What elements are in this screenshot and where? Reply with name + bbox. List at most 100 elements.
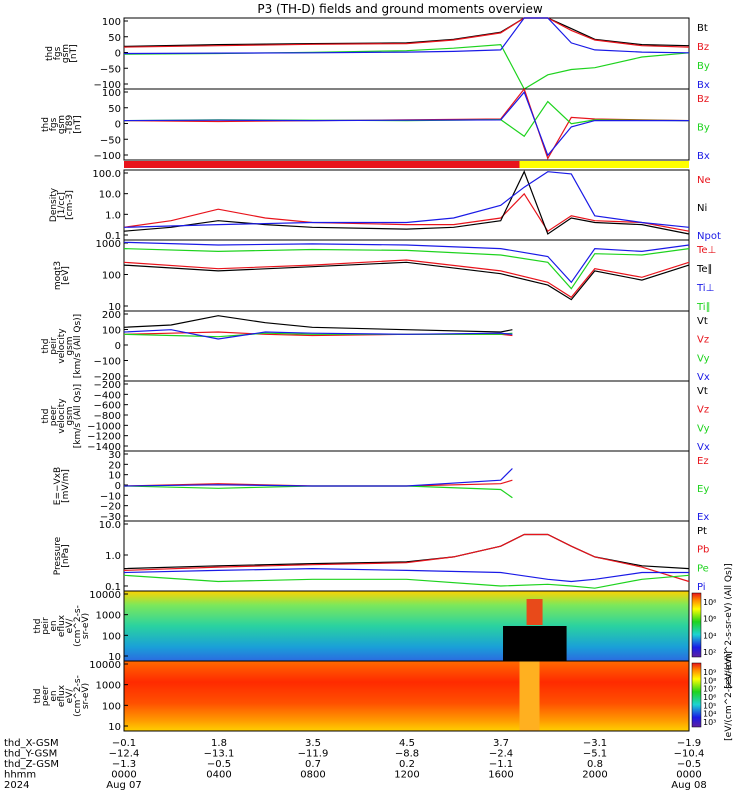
legend-entry: Bz [697,42,709,53]
orbit-status-bar-yellow [519,161,689,168]
y-axis-label: thd [45,46,55,61]
y-axis-label: [nT] [69,44,79,62]
x-row-value: −8.8 [395,749,419,760]
y-tick-label: 10 [108,471,121,482]
legend-entry: Te∥ [696,264,713,275]
y-tick-label: −200 [94,372,121,383]
y-axis-label: gsm [61,44,71,63]
colorbar-tick-label: 10⁴ [703,631,716,640]
y-tick-label: 1.0 [105,210,121,221]
y-axis-label: [mV/m] [61,469,71,503]
y-tick-label: 10.0 [99,520,121,531]
y-tick-label: 10.0 [99,190,121,201]
legend-entry: Vx [697,442,710,453]
legend-entry: Vt [697,386,708,397]
y-axis-label: thd [41,409,51,424]
y-tick-label: −100 [94,151,121,162]
panel-frame [123,310,690,382]
y-axis-label: [cm-3] [65,190,75,220]
x-row-label: 2024 [4,780,29,791]
y-tick-label: −200 [94,380,121,391]
y-axis-label: peer [41,685,51,706]
y-tick-label: −50 [100,64,121,75]
x-row-value: 0800 [300,770,325,781]
series-line-Vx [123,329,513,340]
x-row-value: −10.4 [674,749,705,760]
panel-frame [123,380,690,452]
x-row-value: −0.1 [112,738,136,749]
y-axis-label: -T89 [65,115,75,135]
spectrogram-hot-region [519,661,540,731]
legend-entry: Bx [697,80,710,91]
panel-4: 1000 100 10 moqt3[eV] Te⊥ Te∥ Ti⊥ Ti∥ [53,239,716,313]
series-line-Pb [123,533,690,583]
colorbar-tick-label: 10³ [703,718,716,727]
x-row-value: 1.8 [211,738,227,749]
y-axis-label: en [49,690,59,701]
legend-entry: Ti⊥ [696,283,714,294]
x-row-value: 3.7 [493,738,509,749]
legend-entry: Vt [697,316,708,327]
y-tick-label: 0.1 [105,231,121,242]
y-tick-label: −1200 [87,432,121,443]
y-axis-label: eV/ [65,688,75,704]
series-line-Pe [123,574,690,589]
y-axis-label: moqt3 [53,261,63,290]
y-axis-label: (cm^2-s- [73,605,83,647]
y-tick-label: −100 [94,80,121,91]
series-line-Ex [123,468,513,487]
x-row-value: −1.3 [112,759,136,770]
x-row-label: hhmm [4,770,36,781]
y-tick-label: 50 [108,33,121,44]
y-axis-label: [1/cc] [57,192,67,218]
x-row-value: 3.5 [305,738,321,749]
y-axis-label: E=−VxB [53,467,63,505]
series-line-Ey [123,485,513,499]
series-line-Ti⊥ [123,241,690,284]
y-axis-label: eflux [57,614,67,637]
y-tick-label: −400 [94,390,121,401]
colorbar-tick-label: 10⁷ [703,685,716,694]
y-axis-label: peir [41,617,51,635]
y-tick-label: 50 [108,104,121,115]
x-row-value: −12.4 [109,749,140,760]
y-axis-label: thd [33,689,43,704]
series-line-Vt [123,315,513,333]
x-row-value: −1.9 [677,738,701,749]
y-axis-label: [nT] [73,115,83,133]
y-tick-label: 0 [115,341,121,352]
x-row-label: thd_X-GSM [4,738,59,749]
y-tick-label: −1400 [87,442,121,453]
legend-entry: Pi [697,582,706,593]
x-row-value: −5.1 [583,749,607,760]
legend-entry: Vz [697,335,709,346]
colorbar-tick-label: 10⁶ [703,615,716,624]
x-row-value: −11.9 [298,749,329,760]
series-line-Bt [123,17,690,47]
x-row-value: 0.8 [587,759,603,770]
legend-entry: Vx [697,372,710,383]
colorbar-tick-label: 10⁴ [703,710,716,719]
y-tick-label: 100 [102,631,121,642]
y-tick-label: 100 [102,271,121,282]
colorbar [691,662,702,728]
legend-entry: Bt [697,23,708,34]
legend-entry: Vy [697,353,710,364]
colorbar-tick-label: 10⁹ [703,668,716,677]
y-tick-label: 100 [102,326,121,337]
y-axis-label: thd [41,117,51,132]
y-axis-label: gsm [65,406,75,425]
y-tick-label: −1000 [87,421,121,432]
y-axis-label: thd [33,619,43,634]
y-axis-label: Density [49,187,59,222]
colorbar-label: [eV/(cm^2-s-sr-eV)] [724,651,734,741]
panel-6: −200−400−600−800−1000−1200−1400 thdpeerve… [41,380,710,453]
y-axis-label: sr-eV) [81,683,91,709]
spectrogram-data-gap [503,626,567,661]
legend-entry: Ti∥ [696,302,711,313]
